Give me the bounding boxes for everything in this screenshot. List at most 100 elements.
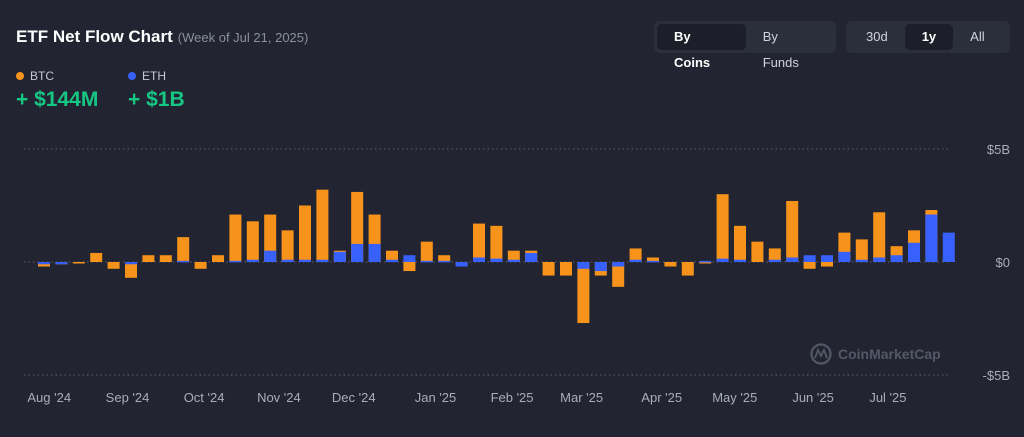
- btc-bar[interactable]: [507, 250, 520, 262]
- eth-bar[interactable]: [803, 255, 816, 262]
- eth-bar[interactable]: [368, 243, 381, 262]
- btc-bar[interactable]: [734, 225, 746, 262]
- btc-bar[interactable]: [768, 248, 781, 262]
- eth-bar[interactable]: [177, 260, 190, 263]
- btc-bar[interactable]: [299, 205, 311, 263]
- btc-bar[interactable]: [420, 241, 433, 262]
- eth-bar[interactable]: [246, 259, 259, 262]
- btc-bar[interactable]: [107, 262, 120, 269]
- eth-bar[interactable]: [473, 257, 485, 262]
- eth-bar[interactable]: [942, 232, 955, 262]
- eth-bar[interactable]: [855, 259, 868, 262]
- eth-bar[interactable]: [525, 252, 538, 262]
- eth-bar[interactable]: [577, 262, 590, 269]
- eth-bar[interactable]: [699, 260, 712, 263]
- eth-bar[interactable]: [873, 257, 886, 262]
- btc-bar[interactable]: [159, 255, 172, 262]
- x-tick-label: Apr '25: [641, 390, 682, 405]
- eth-bar[interactable]: [403, 255, 416, 262]
- btc-bar[interactable]: [786, 200, 799, 262]
- btc-bar[interactable]: [246, 221, 259, 262]
- btc-dot-icon: [16, 72, 24, 80]
- range-30d-button[interactable]: 30d: [866, 29, 888, 44]
- eth-bar[interactable]: [55, 262, 68, 265]
- btc-bar[interactable]: [803, 262, 816, 269]
- eth-bar[interactable]: [420, 260, 433, 263]
- legend-eth-label: ETH: [142, 69, 166, 83]
- eth-bar[interactable]: [229, 260, 242, 263]
- btc-bar[interactable]: [264, 214, 277, 262]
- range-1y-button[interactable]: 1y: [904, 24, 954, 50]
- btc-bar[interactable]: [821, 262, 833, 267]
- btc-bar[interactable]: [490, 225, 503, 262]
- btc-bar[interactable]: [473, 223, 485, 262]
- eth-bar[interactable]: [333, 251, 346, 262]
- btc-bar[interactable]: [873, 212, 886, 262]
- eth-bar[interactable]: [890, 255, 903, 262]
- eth-bar[interactable]: [716, 258, 729, 262]
- eth-bar[interactable]: [768, 259, 781, 262]
- btc-bar[interactable]: [612, 262, 625, 287]
- eth-bar[interactable]: [455, 262, 468, 267]
- btc-bar[interactable]: [194, 262, 207, 269]
- eth-bar[interactable]: [786, 257, 799, 262]
- btc-bar[interactable]: [647, 257, 659, 262]
- eth-bar[interactable]: [629, 259, 642, 262]
- btc-bar[interactable]: [560, 262, 572, 276]
- btc-bar[interactable]: [542, 262, 555, 276]
- eth-bar[interactable]: [908, 242, 920, 262]
- btc-bar[interactable]: [386, 250, 398, 262]
- eth-bar[interactable]: [734, 259, 746, 262]
- btc-bar[interactable]: [281, 230, 294, 262]
- btc-bar[interactable]: [577, 262, 590, 324]
- eth-bar[interactable]: [438, 260, 451, 263]
- btc-bar[interactable]: [664, 262, 677, 267]
- eth-bar[interactable]: [594, 262, 607, 272]
- eth-bar[interactable]: [316, 259, 329, 262]
- eth-bar[interactable]: [838, 251, 851, 262]
- legend-btc[interactable]: BTC: [16, 69, 54, 83]
- btc-bar[interactable]: [125, 262, 137, 278]
- btc-bar[interactable]: [90, 252, 103, 262]
- eth-net-flow-value: + $1B: [128, 88, 185, 111]
- eth-bar[interactable]: [386, 259, 398, 262]
- btc-bar[interactable]: [681, 262, 694, 276]
- eth-bar[interactable]: [925, 214, 938, 262]
- watermark-text: CoinMarketCap: [838, 346, 941, 362]
- eth-bar[interactable]: [281, 259, 294, 262]
- eth-bar[interactable]: [125, 262, 137, 265]
- btc-bar[interactable]: [716, 194, 729, 262]
- btc-bar[interactable]: [212, 255, 224, 262]
- btc-bar[interactable]: [229, 214, 242, 262]
- eth-bar[interactable]: [507, 259, 520, 262]
- eth-bar[interactable]: [299, 259, 311, 262]
- btc-bar[interactable]: [403, 262, 416, 272]
- page-subtitle: (Week of Jul 21, 2025): [177, 30, 309, 45]
- btc-bar[interactable]: [855, 239, 868, 262]
- btc-bar[interactable]: [438, 255, 451, 262]
- legend-eth[interactable]: ETH: [128, 69, 166, 83]
- btc-bar[interactable]: [316, 189, 329, 262]
- x-tick-label: Feb '25: [491, 390, 534, 405]
- bar-series: [38, 189, 955, 324]
- x-tick-label: Sep '24: [106, 390, 150, 405]
- by-funds-button[interactable]: By Funds: [762, 29, 799, 70]
- btc-bar[interactable]: [142, 255, 155, 262]
- btc-bar[interactable]: [751, 241, 764, 262]
- eth-bar[interactable]: [264, 250, 277, 262]
- range-all-button[interactable]: All: [970, 29, 985, 44]
- eth-bar[interactable]: [612, 262, 625, 267]
- eth-bar[interactable]: [351, 243, 364, 262]
- watermark: CoinMarketCap: [810, 343, 941, 365]
- btc-bar[interactable]: [72, 262, 85, 264]
- by-coins-button[interactable]: By Coins: [657, 24, 746, 70]
- eth-bar[interactable]: [821, 255, 833, 262]
- btc-bar[interactable]: [699, 262, 712, 264]
- eth-bar[interactable]: [647, 260, 659, 263]
- btc-bar[interactable]: [629, 248, 642, 262]
- eth-bar[interactable]: [490, 258, 503, 262]
- eth-bar[interactable]: [38, 262, 50, 265]
- x-tick-label: Jul '25: [869, 390, 906, 405]
- btc-bar[interactable]: [177, 237, 190, 262]
